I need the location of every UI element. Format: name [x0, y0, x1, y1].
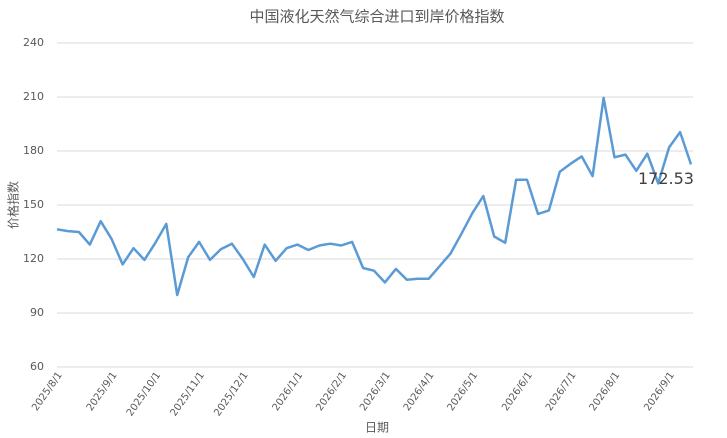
x-tick-label: 2026/6/1 [500, 370, 535, 413]
x-tick-label: 2025/10/1 [125, 370, 163, 418]
y-axis-label: 价格指数 [6, 181, 21, 229]
x-tick-label: 2026/1/1 [271, 370, 306, 413]
data-line [56, 96, 693, 297]
x-tick-label: 2025/9/1 [85, 370, 120, 413]
x-tick-label: 2026/3/1 [358, 370, 393, 413]
x-tick-label: 2026/8/1 [588, 370, 623, 413]
y-tick-label: 90 [30, 306, 44, 319]
y-tick-label: 150 [23, 198, 44, 211]
x-tick-label: 2025/8/1 [30, 370, 65, 413]
x-tick-label: 2025/11/1 [169, 370, 207, 418]
x-tick-label: 2026/5/1 [446, 370, 481, 413]
x-tick-label: 2026/9/1 [642, 370, 677, 413]
data-label: 172.53 [638, 169, 694, 188]
y-tick-label: 180 [23, 144, 44, 157]
x-axis-label: 日期 [365, 421, 389, 435]
x-tick-label: 2026/7/1 [544, 370, 579, 413]
y-tick-label: 240 [23, 36, 44, 49]
x-tick-label: 2025/12/1 [212, 370, 250, 418]
chart-title: 中国液化天然气综合进口到岸价格指数 [249, 8, 504, 26]
y-tick-label: 60 [30, 360, 44, 373]
x-tick-label: 2026/4/1 [402, 370, 437, 413]
x-tick-label: 2026/2/1 [314, 370, 349, 413]
y-tick-label: 120 [23, 252, 44, 265]
y-tick-label: 210 [23, 90, 44, 103]
